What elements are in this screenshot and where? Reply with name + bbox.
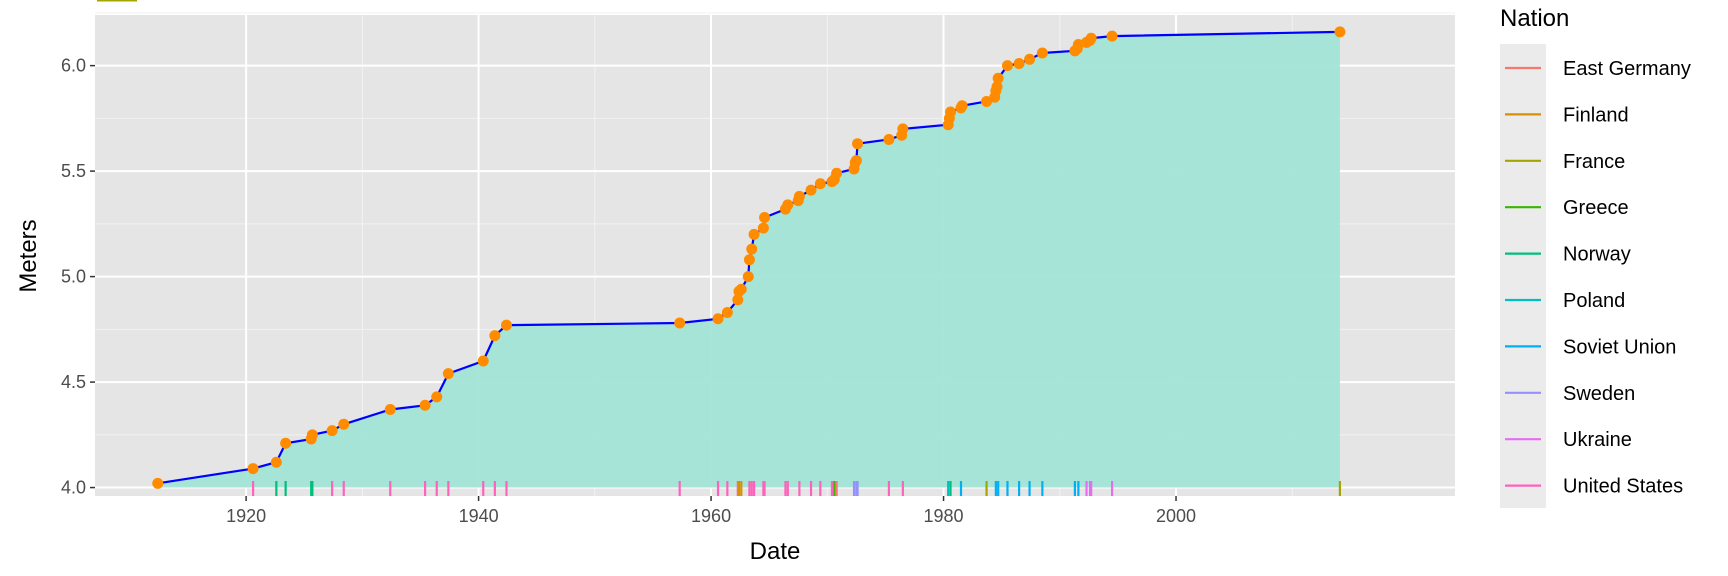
record-point (442, 368, 454, 380)
record-point (721, 306, 733, 318)
y-tick-label: 4.0 (61, 478, 86, 498)
record-point (956, 100, 968, 112)
y-tick-label: 5.5 (61, 161, 86, 181)
x-tick-label: 1960 (691, 506, 731, 526)
record-point (742, 271, 754, 283)
record-point (992, 72, 1004, 84)
record-point (1334, 26, 1346, 38)
record-point (1001, 60, 1013, 72)
record-point (732, 294, 744, 306)
record-point (152, 477, 164, 489)
legend-key-background (1500, 44, 1546, 508)
record-point (270, 456, 282, 468)
record-point (814, 178, 826, 190)
record-point (326, 425, 338, 437)
record-point (419, 399, 431, 411)
legend-label: United States (1563, 476, 1683, 498)
x-tick-label: 1940 (459, 506, 499, 526)
y-tick-label: 5.0 (61, 267, 86, 287)
x-tick-label: 2000 (1156, 506, 1196, 526)
record-point (1024, 53, 1036, 65)
legend-label: Finland (1563, 104, 1629, 126)
record-point (746, 243, 758, 255)
record-point (743, 254, 755, 266)
legend-label: Ukraine (1563, 429, 1632, 451)
record-point (748, 228, 760, 240)
record-point (477, 355, 489, 367)
legend-label: Greece (1563, 197, 1629, 219)
record-point (1036, 47, 1048, 59)
record-point (991, 81, 1003, 93)
legend-label: France (1563, 151, 1625, 173)
legend: Nation East Germany Finland France Greece No… (1500, 5, 1691, 508)
record-point (500, 319, 512, 331)
record-point (1013, 58, 1025, 70)
record-point (757, 222, 769, 234)
y-tick-label: 4.5 (61, 372, 86, 392)
y-tick-label: 6.0 (61, 56, 86, 76)
record-point (831, 167, 843, 179)
record-point (850, 155, 862, 167)
axes: 1920 1940 1960 1980 2000 4.0 4.5 5.0 5.5 6.0 (61, 56, 1196, 526)
record-point (981, 95, 993, 107)
record-point (247, 463, 259, 475)
record-point (489, 330, 501, 342)
record-point (306, 429, 318, 441)
record-point (1106, 30, 1118, 42)
legend-label: Poland (1563, 290, 1625, 312)
record-point (338, 418, 350, 430)
record-point (674, 317, 686, 329)
x-tick-label: 1980 (924, 506, 964, 526)
record-point (782, 199, 794, 211)
record-point (945, 106, 957, 118)
x-axis-title: Date (750, 538, 801, 565)
record-point (805, 184, 817, 196)
record-point (897, 123, 909, 135)
legend-label: Sweden (1563, 383, 1635, 405)
rug-layer (97, 0, 1342, 496)
record-point (280, 437, 292, 449)
record-point (883, 133, 895, 145)
record-point (1085, 32, 1097, 44)
legend-label: Norway (1563, 244, 1631, 266)
x-tick-label: 1920 (226, 506, 266, 526)
legend-label: Soviet Union (1563, 336, 1676, 358)
legend-label: East Germany (1563, 58, 1691, 80)
record-point (759, 212, 771, 224)
record-point (712, 313, 724, 325)
record-point (735, 283, 747, 295)
record-point (384, 404, 396, 416)
record-point (852, 138, 864, 150)
legend-title: Nation (1500, 5, 1569, 32)
points-layer (152, 26, 1346, 489)
y-axis-title: Meters (15, 219, 42, 292)
record-point (793, 190, 805, 202)
record-point (431, 391, 443, 403)
